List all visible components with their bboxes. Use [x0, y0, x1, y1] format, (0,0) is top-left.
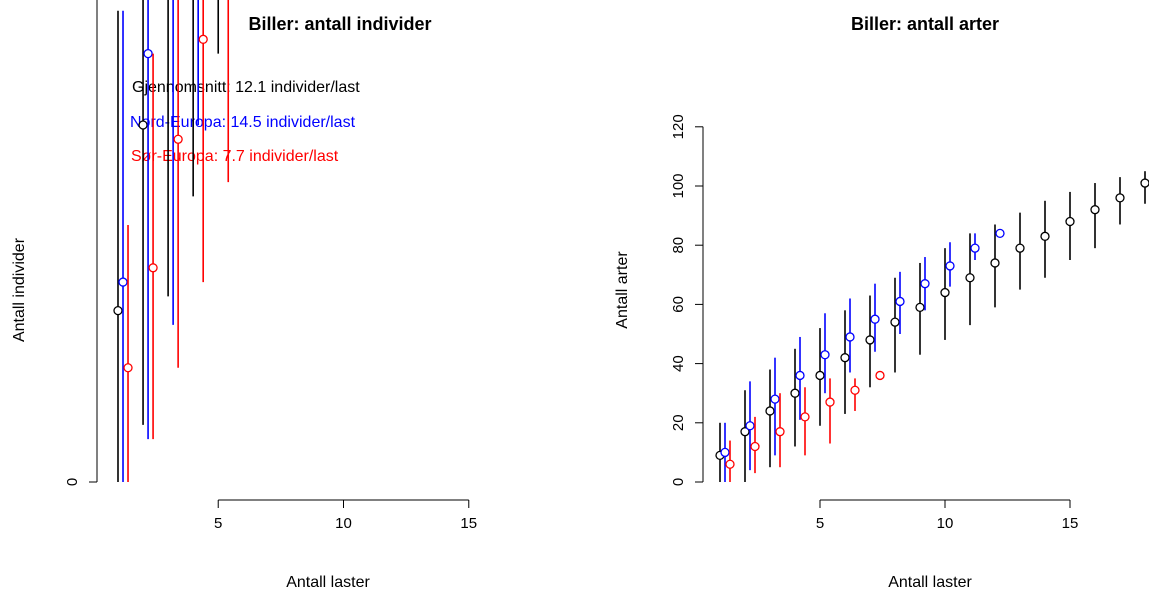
point-overall: [1090, 205, 1100, 215]
point-north: [720, 447, 730, 458]
point-overall: [1040, 231, 1050, 241]
y-tick-label: 120: [670, 114, 687, 139]
data-marks: [113, 0, 230, 482]
point-south: [725, 459, 735, 469]
legend-entry-overall: Gjennomsnitt: 12.1 individer/last: [132, 79, 360, 96]
point-south: [750, 441, 760, 452]
chart-title: Biller: antall arter: [851, 14, 999, 34]
point-north: [920, 279, 930, 289]
point-south: [825, 397, 835, 407]
y-tick-label: 80: [670, 237, 687, 254]
point-overall: [915, 302, 925, 313]
chart-title: Biller: antall individer: [248, 14, 431, 34]
chart-species: Biller: antall arter Antall laster Antal…: [614, 14, 1149, 589]
x-tick-label: 10: [335, 515, 352, 532]
point-overall: [965, 273, 975, 283]
x-tick-label: 10: [937, 515, 954, 532]
chart-individuals: Biller: antall individer Antall laster A…: [11, 0, 477, 589]
point-north: [795, 370, 805, 381]
point-overall: [765, 406, 775, 416]
point-north: [845, 332, 855, 342]
point-overall: [1065, 216, 1075, 227]
point-south: [775, 427, 785, 437]
point-south: [800, 412, 810, 422]
point-north: [945, 261, 955, 271]
y-tick-label: 20: [670, 414, 687, 431]
x-tick-label: 15: [460, 515, 477, 532]
legend-entry-north: Nord-Europa: 14.5 individer/last: [130, 114, 356, 131]
point-overall: [865, 335, 875, 345]
y-axis-label: Antall arter: [614, 251, 631, 329]
point-south: [875, 370, 885, 381]
point-south: [198, 34, 208, 44]
point-north: [770, 394, 780, 404]
point-north: [118, 277, 128, 287]
y-tick-label: 40: [670, 355, 687, 372]
point-south: [148, 263, 158, 273]
x-tick-label: 5: [816, 515, 824, 532]
point-overall: [790, 388, 800, 398]
point-north: [143, 48, 153, 59]
point-overall: [990, 258, 1000, 268]
y-tick-label: 100: [670, 173, 687, 198]
y-axis-label: Antall individer: [11, 237, 28, 342]
point-overall: [940, 287, 950, 298]
point-overall: [740, 427, 750, 437]
point-north: [970, 243, 980, 253]
y-tick-label: 60: [670, 296, 687, 313]
point-overall: [138, 120, 148, 130]
legend-entry-south: Sør-Europa: 7.7 individer/last: [131, 148, 339, 165]
point-overall: [1015, 243, 1025, 253]
point-north: [870, 314, 880, 324]
x-axis-label: Antall laster: [888, 574, 972, 589]
axes: 51015050100150200250: [64, 0, 477, 532]
point-overall: [890, 317, 900, 327]
point-north: [820, 350, 830, 360]
x-axis-label: Antall laster: [286, 574, 370, 589]
point-north: [995, 228, 1005, 239]
point-south: [123, 363, 133, 373]
x-tick-label: 15: [1062, 515, 1079, 532]
x-tick-label: 5: [214, 515, 222, 532]
point-overall: [1115, 193, 1125, 203]
point-overall: [1140, 178, 1149, 188]
point-overall: [840, 353, 850, 363]
axes: 5 10 15 0 20 40 60 80 100 120: [670, 114, 1078, 532]
point-overall: [815, 370, 825, 381]
point-overall: [113, 305, 123, 316]
y-tick-label: 0: [670, 478, 687, 486]
data-marks: [715, 171, 1149, 482]
point-north: [745, 421, 755, 431]
y-tick-label: 0: [64, 478, 81, 486]
legend: Gjennomsnitt: 12.1 individer/last Nord-E…: [130, 79, 360, 165]
point-north: [895, 296, 905, 307]
point-south: [173, 134, 183, 144]
point-south: [850, 385, 860, 395]
